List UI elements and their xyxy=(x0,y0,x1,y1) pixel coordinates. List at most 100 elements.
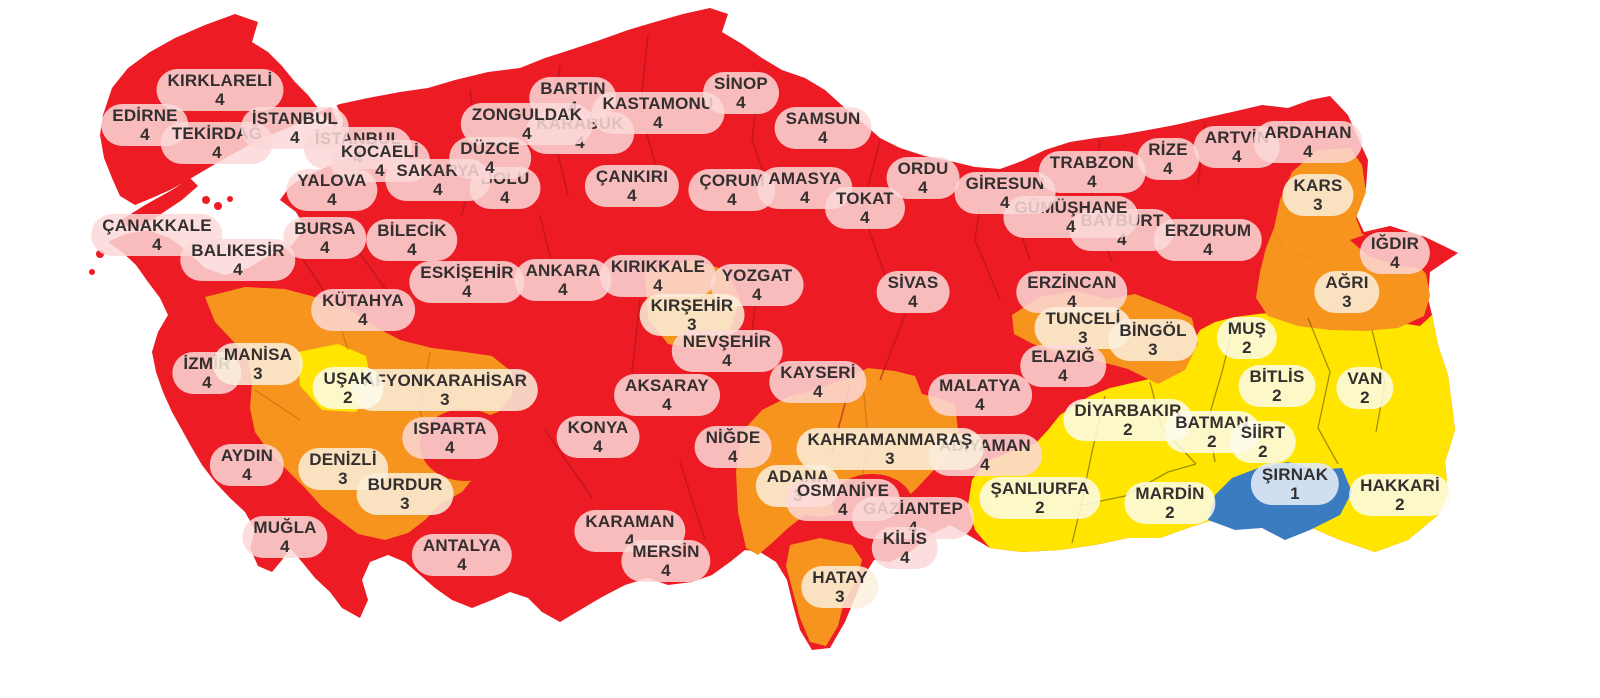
province-name: KONYA xyxy=(567,418,629,437)
province-label: VAN 2 xyxy=(1336,367,1394,409)
province-name: ISPARTA xyxy=(413,419,487,438)
province-name: AFYONKARAHİSAR xyxy=(362,371,528,390)
province-risk-level: 4 xyxy=(327,190,337,209)
province-risk-level: 4 xyxy=(233,260,243,279)
province-label: KAHRAMANMARAŞ 3 xyxy=(796,428,984,470)
province-label: ŞANLIURFA 2 xyxy=(979,477,1101,519)
province-name: ARDAHAN xyxy=(1264,123,1352,142)
province-risk-level: 4 xyxy=(1066,217,1076,236)
province-name: AMASYA xyxy=(768,169,842,188)
province-label: ŞIRNAK 1 xyxy=(1250,463,1340,505)
province-label: IĞDIR 4 xyxy=(1359,232,1431,274)
province-risk-level: 4 xyxy=(860,208,870,227)
province-name: TUNCELİ xyxy=(1045,309,1121,328)
province-risk-level: 4 xyxy=(433,180,443,199)
province-risk-level: 4 xyxy=(242,465,252,484)
province-name: ÇORUM xyxy=(699,171,765,190)
province-risk-level: 4 xyxy=(662,395,672,414)
province-risk-level: 4 xyxy=(462,282,472,301)
province-label: AĞRI 3 xyxy=(1314,271,1380,313)
province-name: ANKARA xyxy=(525,261,601,280)
province-name: KARS xyxy=(1293,176,1343,195)
province-label: ANKARA 4 xyxy=(514,259,612,301)
province-label: BİTLİS 2 xyxy=(1238,365,1316,407)
province-name: KIRIKKALE xyxy=(610,257,706,276)
province-risk-level: 3 xyxy=(253,364,263,383)
province-name: BİTLİS xyxy=(1249,367,1305,386)
province-risk-level: 4 xyxy=(290,128,300,147)
province-label: KIRIKKALE 4 xyxy=(599,255,717,297)
province-risk-level: 4 xyxy=(500,188,510,207)
province-label: NİĞDE 4 xyxy=(694,426,772,468)
province-name: YOZGAT xyxy=(721,266,793,285)
province-name: AĞRI xyxy=(1325,273,1369,292)
province-risk-level: 4 xyxy=(215,90,225,109)
province-name: NEVŞEHİR xyxy=(682,332,772,351)
province-risk-level: 2 xyxy=(1360,388,1370,407)
province-risk-level: 4 xyxy=(212,143,222,162)
province-risk-level: 1 xyxy=(1290,484,1300,503)
province-risk-level: 2 xyxy=(1258,442,1268,461)
province-risk-level: 4 xyxy=(728,447,738,466)
province-label: KİLİS 4 xyxy=(871,527,939,569)
province-risk-level: 4 xyxy=(918,178,928,197)
province-name: ELAZIĞ xyxy=(1031,347,1095,366)
province-name: NİĞDE xyxy=(705,428,761,447)
province-risk-level: 4 xyxy=(1232,147,1242,166)
province-label: KIRKLARELİ 4 xyxy=(156,69,284,111)
province-risk-level: 2 xyxy=(343,388,353,407)
province-name: EDİRNE xyxy=(112,106,178,125)
province-label: BALIKESİR 4 xyxy=(180,239,296,281)
province-risk-level: 4 xyxy=(900,548,910,567)
province-label: ELAZIĞ 4 xyxy=(1020,345,1106,387)
province-risk-level: 4 xyxy=(625,531,635,550)
province-risk-level: 4 xyxy=(140,125,150,144)
province-name: BİLECİK xyxy=(377,221,447,240)
province-label: YALOVA 4 xyxy=(286,169,378,211)
province-risk-level: 3 xyxy=(440,390,450,409)
province-label: KAYSERİ 4 xyxy=(769,361,867,403)
province-label: TRABZON 4 xyxy=(1038,151,1146,193)
province-label: ERZURUM 4 xyxy=(1153,219,1263,261)
province-label: UŞAK 2 xyxy=(312,367,384,409)
province-name: BARTIN xyxy=(540,79,606,98)
province-name: MANİSA xyxy=(223,345,293,364)
province-name: KOCAELİ xyxy=(341,142,419,161)
province-risk-level: 2 xyxy=(1035,498,1045,517)
province-name: ANTALYA xyxy=(422,536,502,555)
province-name: KÜTAHYA xyxy=(322,291,404,310)
province-risk-level: 3 xyxy=(1078,328,1088,347)
province-name: KIRKLARELİ xyxy=(167,71,273,90)
province-name: HAKKARİ xyxy=(1360,476,1440,495)
province-label: BİNGÖL 3 xyxy=(1108,319,1198,361)
province-label: AKSARAY 4 xyxy=(614,374,720,416)
province-label: SİİRT 2 xyxy=(1229,421,1297,463)
province-risk-level: 2 xyxy=(1395,495,1405,514)
province-risk-level: 4 xyxy=(407,240,417,259)
province-name: BİNGÖL xyxy=(1119,321,1187,340)
province-label: MANİSA 3 xyxy=(212,343,304,385)
province-label: ISPARTA 4 xyxy=(402,417,498,459)
province-name: SİVAS xyxy=(887,273,939,292)
province-name: SİNOP xyxy=(714,74,768,93)
province-risk-level: 3 xyxy=(1313,195,1323,214)
province-risk-level: 4 xyxy=(1058,366,1068,385)
province-name: HATAY xyxy=(812,568,868,587)
province-risk-level: 2 xyxy=(1242,338,1252,357)
province-name: TOKAT xyxy=(836,189,894,208)
province-label: KASTAMONU 4 xyxy=(591,92,725,134)
province-risk-level: 4 xyxy=(280,537,290,556)
province-name: MALATYA xyxy=(939,376,1021,395)
province-label: ERZİNCAN 4 xyxy=(1016,271,1128,313)
province-name: ARTVİN xyxy=(1204,128,1270,147)
province-name: KARAMAN xyxy=(585,512,675,531)
province-risk-level: 4 xyxy=(818,128,828,147)
province-label: ORDU 4 xyxy=(886,157,960,199)
province-name: KAHRAMANMARAŞ xyxy=(807,430,973,449)
province-risk-level: 4 xyxy=(627,186,637,205)
province-risk-level: 4 xyxy=(653,276,663,295)
province-name: RİZE xyxy=(1148,140,1188,159)
province-risk-level: 4 xyxy=(1000,193,1010,212)
